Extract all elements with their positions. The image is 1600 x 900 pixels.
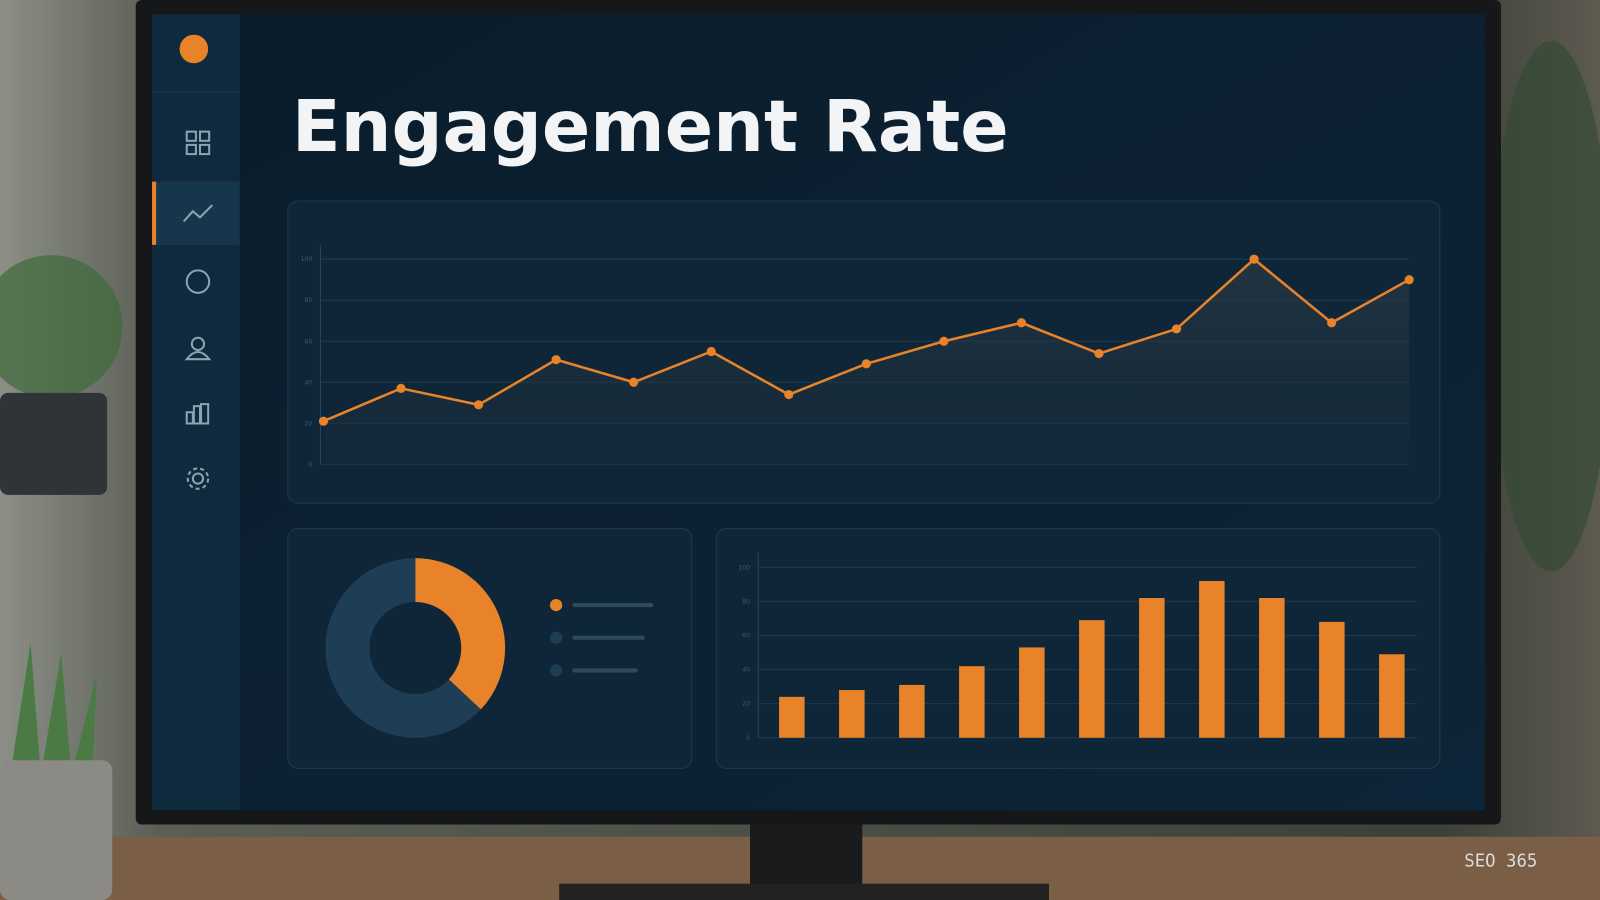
bar — [779, 696, 805, 738]
line-point — [1327, 318, 1337, 328]
y-tick-label: 60 — [742, 633, 750, 640]
donut-legend — [550, 598, 654, 677]
analytics-icon[interactable] — [182, 204, 213, 223]
donut-slice — [325, 558, 481, 738]
bar-panel — [715, 528, 1441, 769]
settings-icon[interactable] — [186, 467, 210, 490]
pot — [0, 392, 108, 495]
y-tick-label: 80 — [742, 598, 750, 605]
y-tick-label: 0 — [746, 735, 750, 742]
y-tick-label: 20 — [304, 420, 312, 427]
line-point — [1404, 275, 1414, 285]
donut-slice — [415, 558, 506, 710]
line-point — [939, 336, 949, 346]
sidebar-icons — [152, 130, 240, 490]
bar — [899, 684, 925, 738]
line-point — [318, 416, 329, 426]
line-point — [784, 389, 794, 400]
bar — [1139, 598, 1165, 738]
y-tick-label: 100 — [738, 564, 750, 571]
bar — [959, 666, 985, 738]
line-point — [629, 377, 639, 387]
legend-line — [572, 635, 645, 640]
line-point — [1249, 254, 1259, 264]
y-tick-label: 60 — [304, 338, 312, 345]
bar — [1259, 598, 1285, 738]
circle-icon[interactable] — [185, 269, 211, 294]
y-tick-label: 100 — [301, 256, 313, 263]
y-tick-label: 40 — [304, 379, 312, 386]
plant — [0, 255, 123, 398]
line-area — [323, 259, 1410, 465]
y-tick-label: 80 — [304, 297, 312, 304]
line-point — [861, 359, 871, 369]
bar — [1019, 647, 1045, 738]
line-point — [1171, 324, 1182, 334]
page-title: Engagement Rate — [292, 85, 1009, 168]
line-point — [706, 346, 716, 357]
dashboard-icon[interactable] — [185, 130, 211, 156]
succulent-pot — [0, 760, 113, 900]
line-point — [473, 400, 484, 410]
line-point — [396, 383, 406, 393]
plant-right — [1489, 40, 1600, 572]
succulent — [10, 642, 97, 786]
bar — [1319, 621, 1345, 738]
legend-line — [572, 668, 638, 673]
line-point — [1016, 318, 1027, 328]
bar — [1379, 654, 1405, 738]
line-point — [1094, 348, 1104, 359]
logo — [179, 34, 209, 64]
y-tick-label: 20 — [742, 701, 750, 708]
bar — [1199, 580, 1225, 738]
line-point — [551, 355, 561, 365]
watermark: SEO 365 — [1464, 851, 1537, 871]
y-tick-label: 0 — [308, 461, 312, 468]
chart-icon[interactable] — [185, 403, 210, 425]
bar — [839, 690, 865, 738]
bar — [1079, 620, 1105, 738]
legend-dot — [550, 664, 563, 677]
active-nav-marker — [152, 181, 157, 245]
legend-dot — [550, 598, 563, 612]
y-tick-label: 40 — [742, 667, 750, 674]
user-icon[interactable] — [184, 336, 212, 361]
legend-dot — [550, 631, 563, 644]
legend-line — [572, 603, 654, 608]
monitor-base — [559, 883, 1049, 900]
